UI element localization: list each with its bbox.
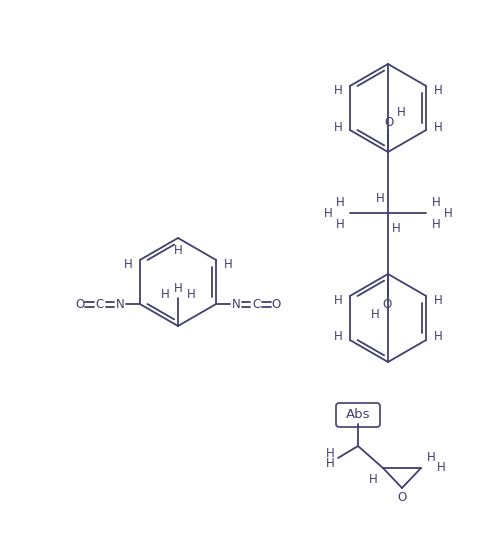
Text: H: H: [368, 473, 377, 486]
Text: H: H: [335, 195, 344, 209]
Text: H: H: [443, 207, 451, 219]
Text: H: H: [223, 257, 232, 271]
Text: O: O: [397, 492, 406, 505]
FancyBboxPatch shape: [335, 403, 379, 427]
Text: O: O: [384, 116, 393, 128]
Text: Abs: Abs: [345, 409, 370, 422]
Text: H: H: [431, 218, 439, 231]
Text: H: H: [433, 331, 441, 343]
Text: N: N: [231, 297, 240, 310]
Text: H: H: [370, 308, 379, 320]
Text: H: H: [396, 105, 405, 118]
Text: H: H: [431, 195, 439, 209]
Text: C: C: [252, 297, 260, 310]
Text: H: H: [173, 243, 182, 256]
Text: O: O: [382, 297, 391, 310]
Text: H: H: [333, 294, 342, 307]
Text: H: H: [433, 294, 441, 307]
Text: H: H: [173, 281, 182, 294]
Text: H: H: [391, 221, 400, 234]
Text: H: H: [433, 83, 441, 96]
Text: H: H: [333, 331, 342, 343]
Text: H: H: [323, 207, 332, 219]
Text: N: N: [115, 297, 124, 310]
Text: O: O: [271, 297, 280, 310]
Text: H: H: [160, 288, 169, 302]
Text: H: H: [426, 452, 434, 464]
Text: H: H: [333, 83, 342, 96]
Text: H: H: [333, 120, 342, 134]
Text: H: H: [375, 192, 384, 204]
Text: H: H: [433, 120, 441, 134]
Text: H: H: [335, 218, 344, 231]
Text: H: H: [186, 288, 195, 302]
Text: H: H: [325, 447, 334, 461]
Text: H: H: [325, 457, 334, 470]
Text: O: O: [75, 297, 84, 310]
Text: C: C: [96, 297, 104, 310]
Text: H: H: [436, 462, 444, 475]
Text: H: H: [123, 257, 132, 271]
